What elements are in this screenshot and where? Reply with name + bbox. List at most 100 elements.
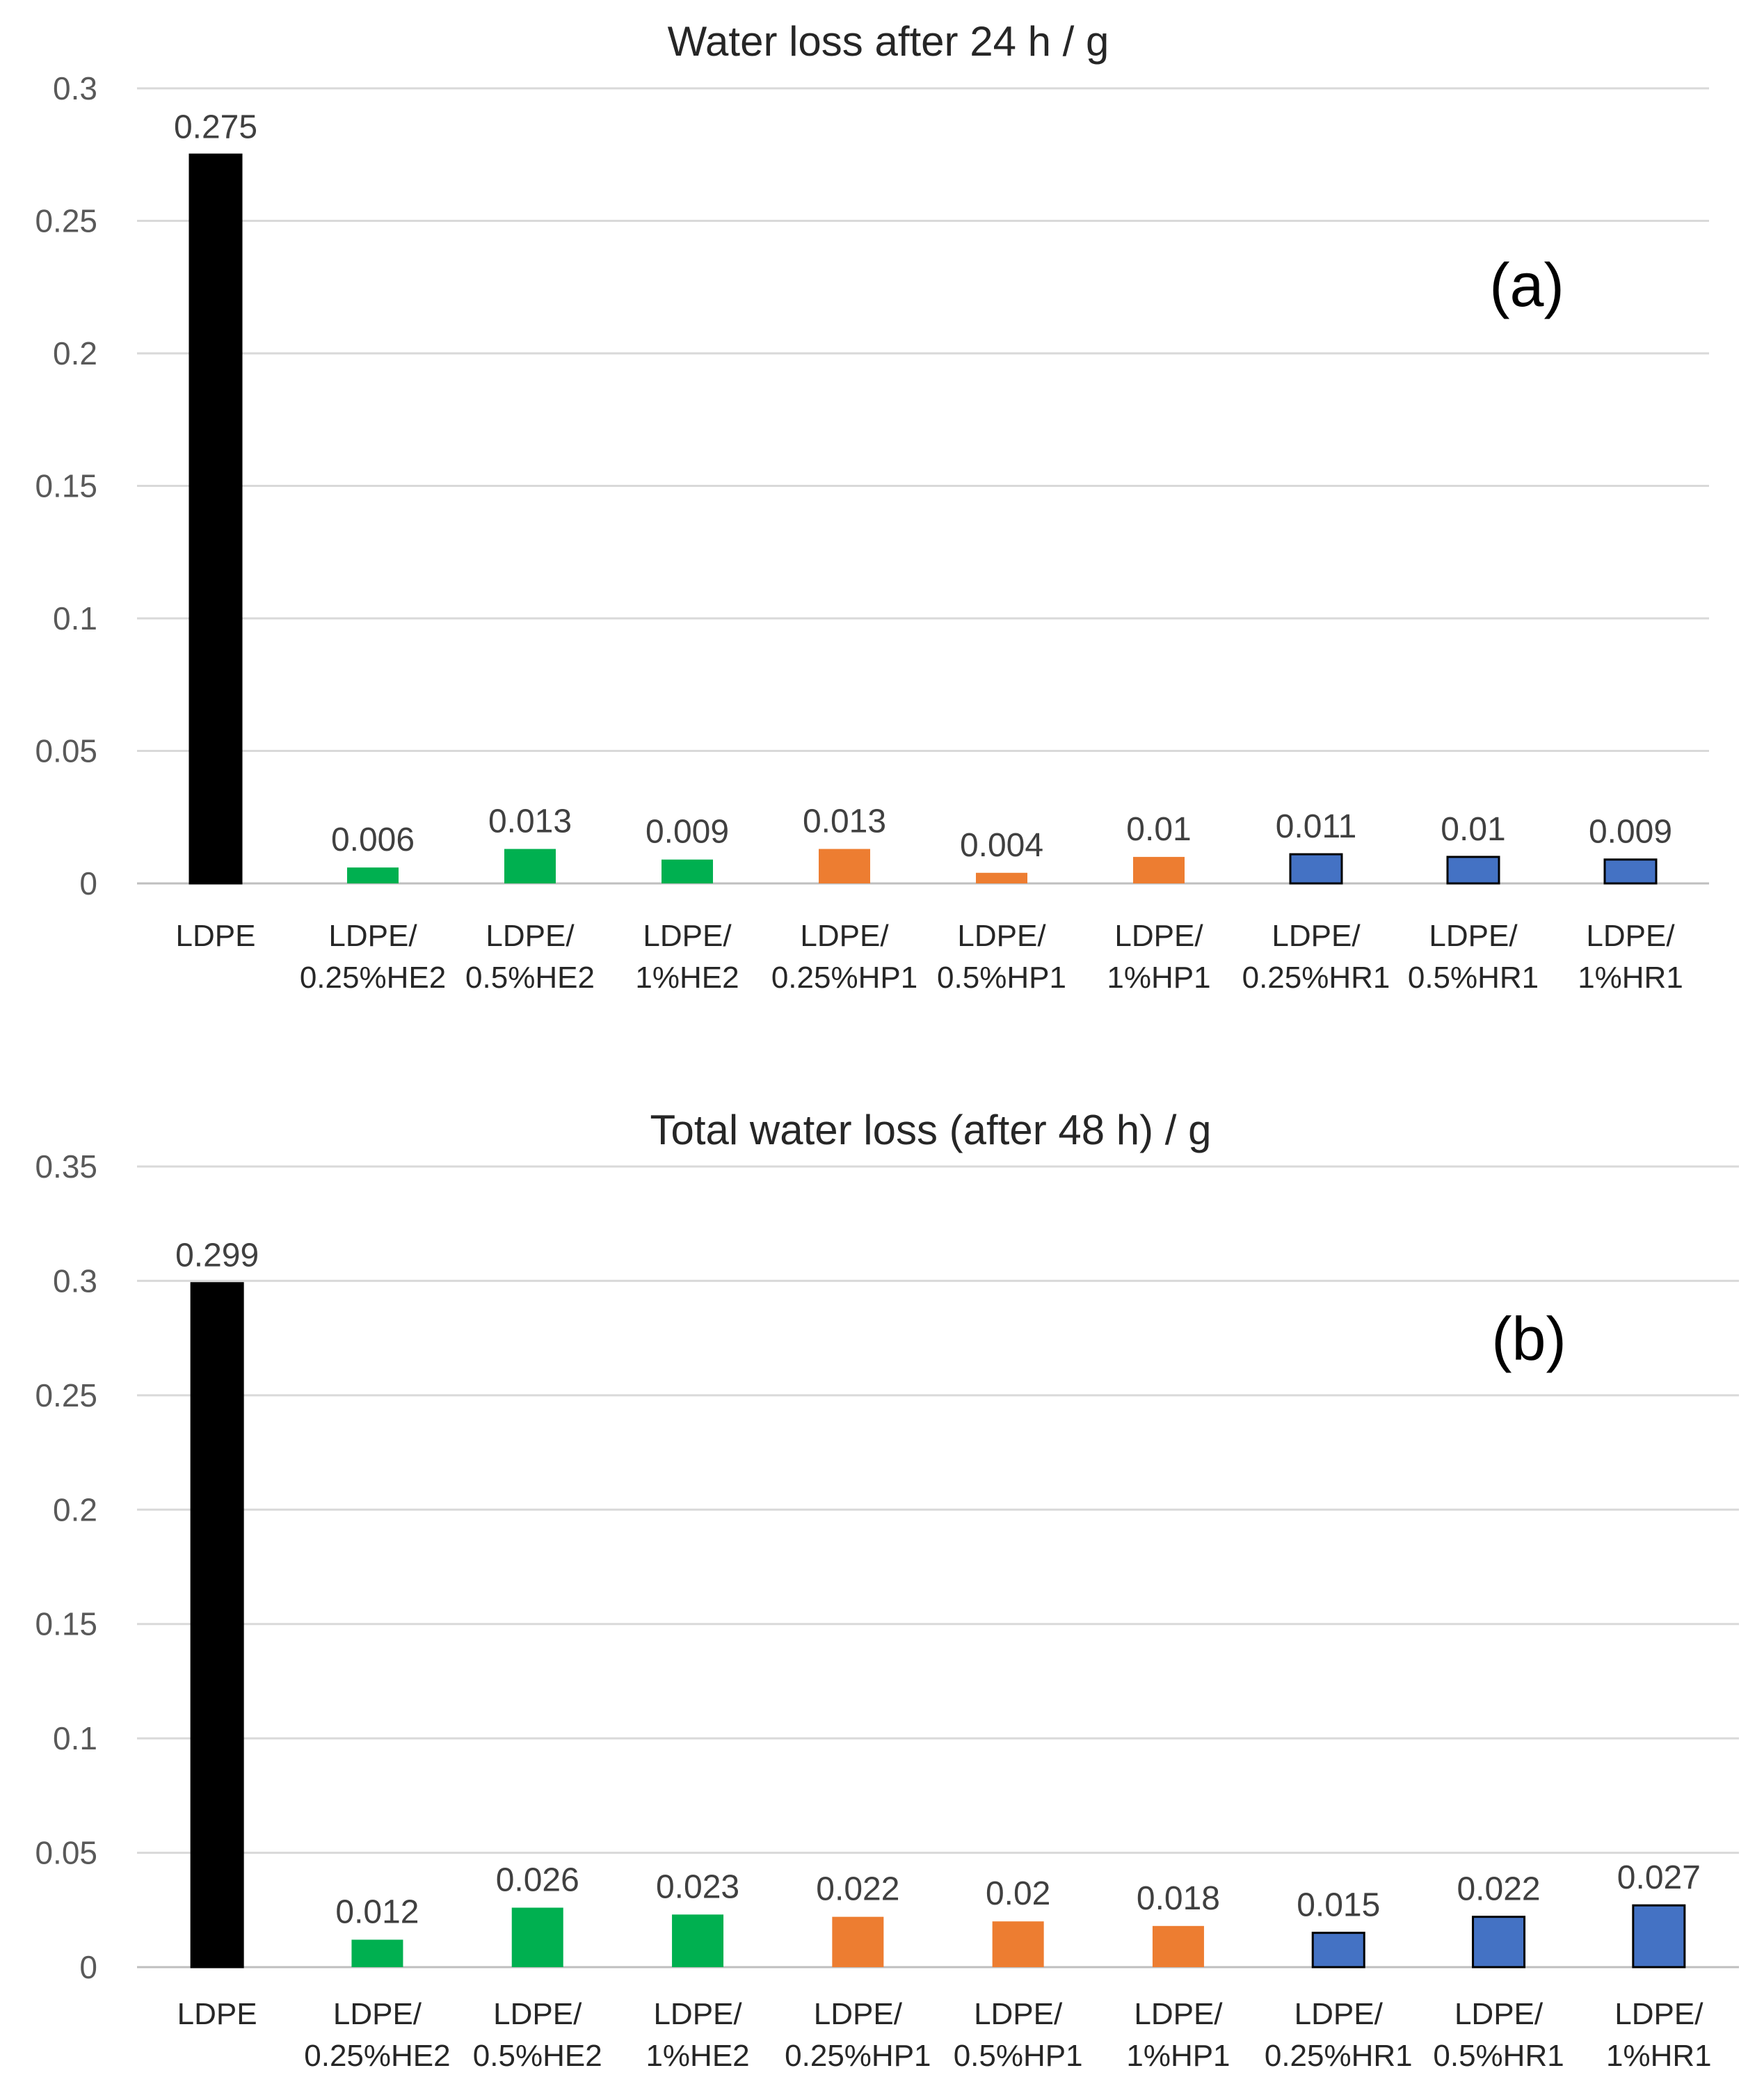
chart-b-category-label: LDPE/ <box>1134 1997 1223 2031</box>
chart-b-category-label: LDPE/ <box>333 1997 422 2031</box>
chart-b-data-label: 0.026 <box>496 1861 579 1898</box>
chart-a-y-tick-label: 0.1 <box>53 600 97 636</box>
chart-a-data-label: 0.004 <box>960 827 1043 864</box>
chart-b-bar <box>1632 1904 1686 1969</box>
chart-a-category-label: LDPE/ <box>1272 919 1361 953</box>
chart-a-y-tick-label: 0.25 <box>35 203 97 239</box>
chart-b-bar <box>190 1282 244 1969</box>
chart-b-bar <box>1311 1932 1365 1969</box>
chart-b-y-tick-label: 0.2 <box>53 1491 97 1528</box>
chart-a-category-label: LDPE/ <box>1429 919 1518 953</box>
chart-b-category-label: 0.5%HR1 <box>1433 2039 1564 2073</box>
chart-a-y-tick-label: 0.2 <box>53 335 97 371</box>
chart-a-category-label: 0.5%HP1 <box>937 961 1066 995</box>
chart-b-y-tick-label: 0 <box>79 1949 97 1985</box>
chart-a-category-label: 0.25%HP1 <box>771 961 917 995</box>
chart-a-water-loss-24h: Water loss after 24 h / g 0 0.05 0.1 0.15 0.2… <box>35 18 1709 995</box>
chart-a-data-label: 0.009 <box>1589 814 1672 851</box>
chart-b-bar <box>672 1914 724 1967</box>
chart-a-category-label: LDPE/ <box>328 919 417 953</box>
chart-b-category-label: LDPE/ <box>653 1997 742 2031</box>
chart-b-y-tick-label: 0.05 <box>35 1835 97 1871</box>
chart-b-data-label: 0.018 <box>1137 1880 1220 1917</box>
chart-b-panel-label: (b) <box>1491 1304 1566 1373</box>
chart-b-category-label: 0.25%HP1 <box>785 2039 931 2073</box>
chart-b-category-label: LDPE/ <box>974 1997 1063 2031</box>
chart-a-y-tick-label: 0.15 <box>35 468 97 504</box>
chart-b-data-label: 0.015 <box>1297 1887 1380 1924</box>
chart-a-category-label: LDPE/ <box>1114 919 1203 953</box>
chart-a-data-label: 0.013 <box>488 803 572 840</box>
chart-a-bar <box>1603 858 1658 885</box>
chart-a-bar <box>976 872 1027 883</box>
chart-b-bar <box>1152 1925 1204 1967</box>
chart-a-category-label: LDPE/ <box>1586 919 1675 953</box>
chart-b-data-label: 0.022 <box>1457 1871 1540 1908</box>
chart-a-y-tick-label: 0 <box>79 865 97 901</box>
chart-b-y-tick-label: 0.1 <box>53 1720 97 1756</box>
chart-b-y-tick-label: 0.3 <box>53 1263 97 1299</box>
chart-a-data-label: 0.011 <box>1276 808 1357 845</box>
chart-a-bar <box>1446 856 1500 885</box>
chart-a-bar <box>1133 856 1185 883</box>
chart-b-data-label: 0.027 <box>1617 1859 1701 1896</box>
chart-b-y-tick-label: 0.15 <box>35 1606 97 1642</box>
chart-a-category-label: 0.5%HE2 <box>465 961 595 995</box>
chart-b-data-label: 0.02 <box>986 1875 1050 1912</box>
chart-a-category-label: LDPE/ <box>486 919 575 953</box>
chart-a-category-label: LDPE/ <box>800 919 889 953</box>
chart-a-bar <box>819 849 870 883</box>
chart-b-category-label: LDPE/ <box>814 1997 903 2031</box>
chart-a-title: Water loss after 24 h / g <box>668 18 1109 65</box>
chart-a-data-label: 0.006 <box>331 821 415 858</box>
chart-a-category-label: 0.25%HE2 <box>300 961 446 995</box>
chart-b-y-tick-label: 0.25 <box>35 1377 97 1413</box>
chart-b-y-tick-label: 0.35 <box>35 1148 97 1185</box>
chart-b-total-water-loss-48h: Total water loss (after 48 h) / g 0 0.05 0.… <box>35 1107 1739 2073</box>
chart-a-data-label: 0.009 <box>646 814 729 851</box>
chart-a-data-label: 0.013 <box>803 803 886 840</box>
chart-a-bar <box>662 859 713 883</box>
chart-a-bar <box>189 153 243 885</box>
chart-b-title: Total water loss (after 48 h) / g <box>650 1107 1211 1153</box>
chart-b-category-label: 0.25%HE2 <box>304 2039 450 2073</box>
chart-b-data-label: 0.022 <box>816 1871 899 1908</box>
chart-a-data-label: 0.275 <box>174 109 257 145</box>
chart-a-y-tick-label: 0.05 <box>35 733 97 769</box>
chart-a-category-label: 0.25%HR1 <box>1242 961 1390 995</box>
chart-b-category-label: 1%HP1 <box>1126 2039 1230 2073</box>
chart-b-data-label: 0.023 <box>656 1868 739 1905</box>
chart-a-data-label: 0.01 <box>1126 811 1191 848</box>
chart-b-category-label: LDPE/ <box>493 1997 582 2031</box>
chart-a-bar <box>347 867 399 883</box>
chart-b-category-label: 0.25%HR1 <box>1265 2039 1413 2073</box>
chart-b-data-label: 0.012 <box>335 1894 419 1931</box>
chart-b-category-label: 1%HR1 <box>1606 2039 1712 2073</box>
chart-b-bar <box>832 1916 884 1967</box>
chart-b-category-label: LDPE/ <box>1294 1997 1384 2031</box>
chart-a-category-label: LDPE <box>176 919 256 953</box>
chart-b-bar <box>992 1921 1044 1967</box>
chart-a-bar <box>504 849 556 883</box>
chart-a-category-label: 1%HP1 <box>1107 961 1210 995</box>
chart-a-panel-label: (a) <box>1489 250 1564 319</box>
chart-b-bar <box>1472 1916 1526 1969</box>
chart-a-category-label: LDPE/ <box>643 919 732 953</box>
chart-b-category-label: 0.5%HP1 <box>954 2039 1083 2073</box>
chart-b-category-label: 0.5%HE2 <box>473 2039 602 2073</box>
chart-a-category-label: LDPE/ <box>957 919 1046 953</box>
chart-b-bar <box>351 1939 403 1967</box>
chart-b-category-label: 1%HE2 <box>646 2039 749 2073</box>
chart-a-category-label: 1%HR1 <box>1578 961 1683 995</box>
chart-b-category-label: LDPE/ <box>1614 1997 1703 2031</box>
chart-a-y-tick-label: 0.3 <box>53 70 97 106</box>
chart-b-bar <box>511 1907 563 1967</box>
chart-b-category-label: LDPE <box>177 1997 257 2031</box>
chart-a-category-label: 1%HE2 <box>635 961 739 995</box>
chart-a-category-label: 0.5%HR1 <box>1408 961 1539 995</box>
chart-a-data-label: 0.01 <box>1441 811 1505 848</box>
chart-b-data-label: 0.299 <box>175 1237 259 1274</box>
chart-b-category-label: LDPE/ <box>1454 1997 1544 2031</box>
chart-a-bar <box>1289 853 1343 885</box>
